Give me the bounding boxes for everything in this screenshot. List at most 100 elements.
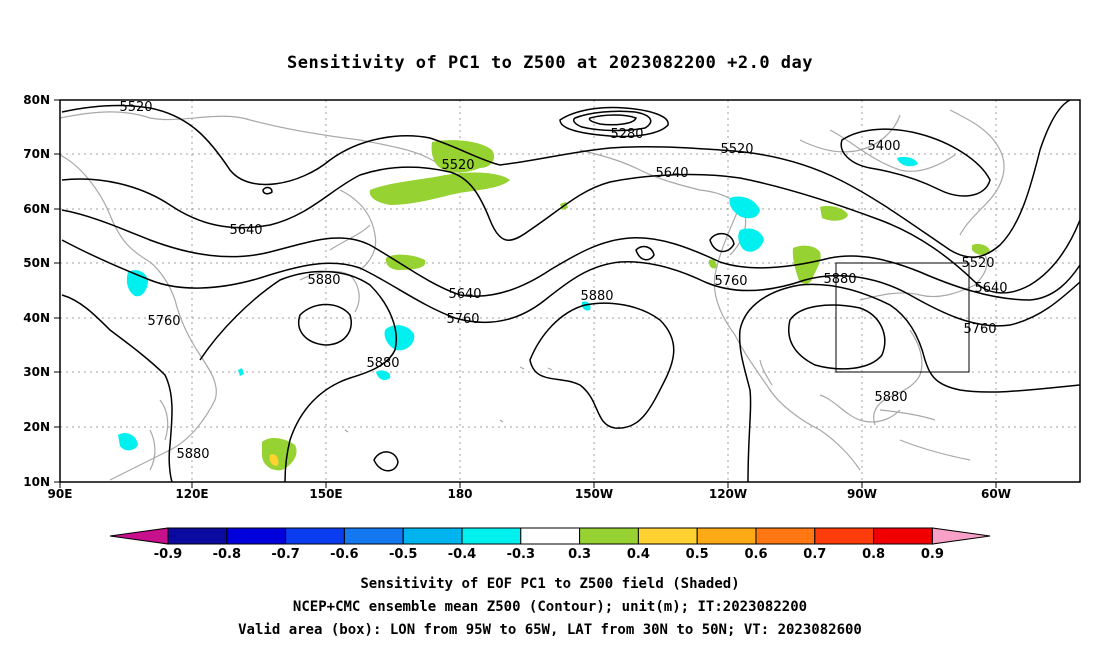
positive-blob-strong bbox=[269, 454, 279, 466]
valid-area-box bbox=[835, 262, 970, 373]
colorbar-segment bbox=[343, 527, 404, 545]
colorbar-arrow-right bbox=[931, 527, 991, 545]
colorbar-label: 0.8 bbox=[862, 547, 885, 562]
colorbar-label: -0.3 bbox=[507, 547, 535, 562]
colorbar-segment bbox=[696, 527, 757, 545]
negative-blob bbox=[897, 156, 918, 167]
positive-blob bbox=[708, 259, 717, 269]
negative-blob bbox=[118, 433, 138, 451]
north-america-west bbox=[713, 204, 861, 471]
contour-5760 bbox=[61, 239, 1081, 327]
gulf-mexico bbox=[759, 359, 901, 423]
caption-line-3: Valid area (box): LON from 95W to 65W, L… bbox=[238, 622, 862, 638]
contour-5280-inner bbox=[572, 110, 652, 132]
positive-blob bbox=[792, 245, 821, 284]
contour-label: 5640 bbox=[229, 223, 262, 238]
lat-label: 30N bbox=[23, 365, 50, 379]
contour-5400 bbox=[840, 128, 991, 197]
positive-blob bbox=[369, 172, 510, 205]
colorbar-segment bbox=[579, 527, 639, 545]
lat-label: 20N bbox=[23, 420, 50, 434]
lat-label: 80N bbox=[23, 93, 50, 107]
caption-line-2: NCEP+CMC ensemble mean Z500 (Contour); u… bbox=[293, 599, 807, 615]
colorbar-segment bbox=[637, 527, 698, 545]
map-background bbox=[60, 100, 1080, 482]
contour-small-loop bbox=[373, 451, 399, 472]
contour-label: 5760 bbox=[714, 274, 747, 289]
north-america-east bbox=[859, 254, 988, 461]
positive-blob bbox=[385, 254, 426, 270]
contour-5880-mid bbox=[199, 270, 397, 483]
map-panel: 5520 5280 5520 5400 5520 5640 5640 5880 … bbox=[23, 93, 1081, 501]
contour-label: 5880 bbox=[580, 289, 613, 304]
lon-label: 90E bbox=[48, 487, 73, 501]
contour-5880-central bbox=[529, 302, 675, 429]
contour-5880-box bbox=[788, 304, 886, 370]
contour-label: 5760 bbox=[147, 314, 180, 329]
contour-5280 bbox=[559, 106, 669, 138]
contour-label: 5880 bbox=[823, 272, 856, 287]
contour-label: 5520 bbox=[441, 158, 474, 173]
colorbar: -0.9 -0.8 -0.7 -0.6 -0.5 -0.4 -0.3 0.3 0.4 0.5 0.6… bbox=[109, 527, 991, 562]
contour-small-loop bbox=[262, 186, 273, 195]
lon-label: 180 bbox=[447, 487, 472, 501]
colorbar-segment bbox=[167, 527, 228, 545]
lat-label: 70N bbox=[23, 147, 50, 161]
contour-labels: 5520 5280 5520 5400 5520 5640 5640 5880 … bbox=[119, 100, 1007, 462]
latitude-labels: 80N 70N 60N 50N 40N 30N 20N 10N bbox=[23, 93, 50, 489]
hudson-greenland bbox=[829, 109, 1005, 236]
negative-blob bbox=[376, 370, 391, 380]
colorbar-label: -0.6 bbox=[330, 547, 358, 562]
map-frame bbox=[59, 99, 1081, 483]
contour-5640-west bbox=[61, 166, 1081, 294]
contour-5880-east bbox=[739, 283, 1081, 393]
positive-blob bbox=[431, 140, 495, 173]
figure-title: Sensitivity of PC1 to Z500 at 2023082200… bbox=[287, 53, 813, 73]
contour-label: 5640 bbox=[448, 287, 481, 302]
contour-label: 5520 bbox=[119, 100, 152, 115]
asia-coast-east bbox=[59, 154, 217, 481]
colorbar-label: 0.5 bbox=[686, 547, 709, 562]
contour-5280-inner2 bbox=[588, 114, 637, 126]
contour-label: 5880 bbox=[176, 447, 209, 462]
lon-label: 150W bbox=[575, 487, 613, 501]
colorbar-label: -0.4 bbox=[448, 547, 476, 562]
contour-label: 5760 bbox=[446, 312, 479, 327]
colorbar-segment bbox=[226, 527, 287, 545]
colorbar-segment bbox=[814, 527, 875, 545]
contour-label: 5880 bbox=[366, 356, 399, 371]
contour-label: 5520 bbox=[720, 142, 753, 157]
contour-5880-south bbox=[738, 329, 752, 483]
map-grid bbox=[60, 100, 1080, 482]
contour-label: 5880 bbox=[874, 390, 907, 405]
alaska bbox=[579, 149, 747, 256]
negative-blob bbox=[384, 325, 415, 351]
lat-label: 60N bbox=[23, 202, 50, 216]
colorbar-segment bbox=[873, 527, 933, 545]
contour-small-loop bbox=[709, 232, 735, 253]
z500-contours bbox=[61, 99, 1081, 483]
colorbar-segment bbox=[520, 527, 581, 545]
colorbar-label: -0.9 bbox=[154, 547, 182, 562]
coastlines bbox=[59, 109, 1005, 481]
contour-label: 5640 bbox=[974, 281, 1007, 296]
contour-label: 5640 bbox=[655, 166, 688, 181]
colorbar-segment bbox=[285, 527, 345, 545]
positive-blob bbox=[820, 205, 848, 221]
lon-label: 90W bbox=[847, 487, 877, 501]
pacific-islands bbox=[344, 366, 553, 433]
contour-5640-low bbox=[61, 209, 1081, 301]
lat-label: 40N bbox=[23, 311, 50, 325]
lon-label: 120W bbox=[709, 487, 747, 501]
baffin bbox=[799, 114, 901, 153]
colorbar-label: -0.5 bbox=[389, 547, 417, 562]
colorbar-label: -0.7 bbox=[271, 547, 299, 562]
colorbar-label: 0.9 bbox=[921, 547, 944, 562]
contour-5880-closed bbox=[298, 303, 352, 346]
negative-blob bbox=[238, 368, 244, 376]
longitude-labels: 90E 120E 150E 180 150W 120W 90W 60W bbox=[48, 487, 1011, 501]
lon-label: 60W bbox=[981, 487, 1011, 501]
negative-blob bbox=[729, 196, 760, 219]
positive-blob bbox=[972, 243, 990, 255]
